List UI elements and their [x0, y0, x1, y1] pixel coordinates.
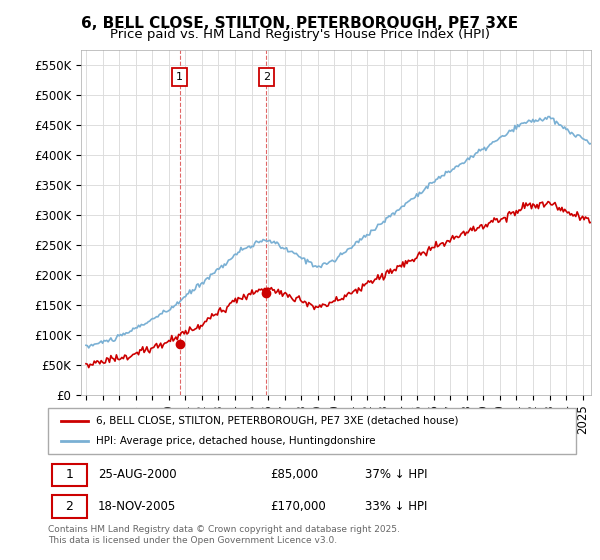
Text: Price paid vs. HM Land Registry's House Price Index (HPI): Price paid vs. HM Land Registry's House … [110, 28, 490, 41]
Text: 37% ↓ HPI: 37% ↓ HPI [365, 468, 427, 482]
Text: £170,000: £170,000 [270, 500, 326, 513]
Text: 18-NOV-2005: 18-NOV-2005 [98, 500, 176, 513]
Text: 1: 1 [176, 72, 183, 82]
Text: 6, BELL CLOSE, STILTON, PETERBOROUGH, PE7 3XE (detached house): 6, BELL CLOSE, STILTON, PETERBOROUGH, PE… [95, 416, 458, 426]
Text: 2: 2 [65, 500, 73, 513]
FancyBboxPatch shape [48, 408, 576, 454]
Text: 2: 2 [263, 72, 270, 82]
Text: HPI: Average price, detached house, Huntingdonshire: HPI: Average price, detached house, Hunt… [95, 436, 375, 446]
Text: 6, BELL CLOSE, STILTON, PETERBOROUGH, PE7 3XE: 6, BELL CLOSE, STILTON, PETERBOROUGH, PE… [82, 16, 518, 31]
Text: £85,000: £85,000 [270, 468, 318, 482]
Text: 25-AUG-2000: 25-AUG-2000 [98, 468, 177, 482]
FancyBboxPatch shape [52, 464, 86, 486]
Text: Contains HM Land Registry data © Crown copyright and database right 2025.
This d: Contains HM Land Registry data © Crown c… [48, 525, 400, 545]
Text: 33% ↓ HPI: 33% ↓ HPI [365, 500, 427, 513]
FancyBboxPatch shape [52, 495, 86, 517]
Text: 1: 1 [65, 468, 73, 482]
